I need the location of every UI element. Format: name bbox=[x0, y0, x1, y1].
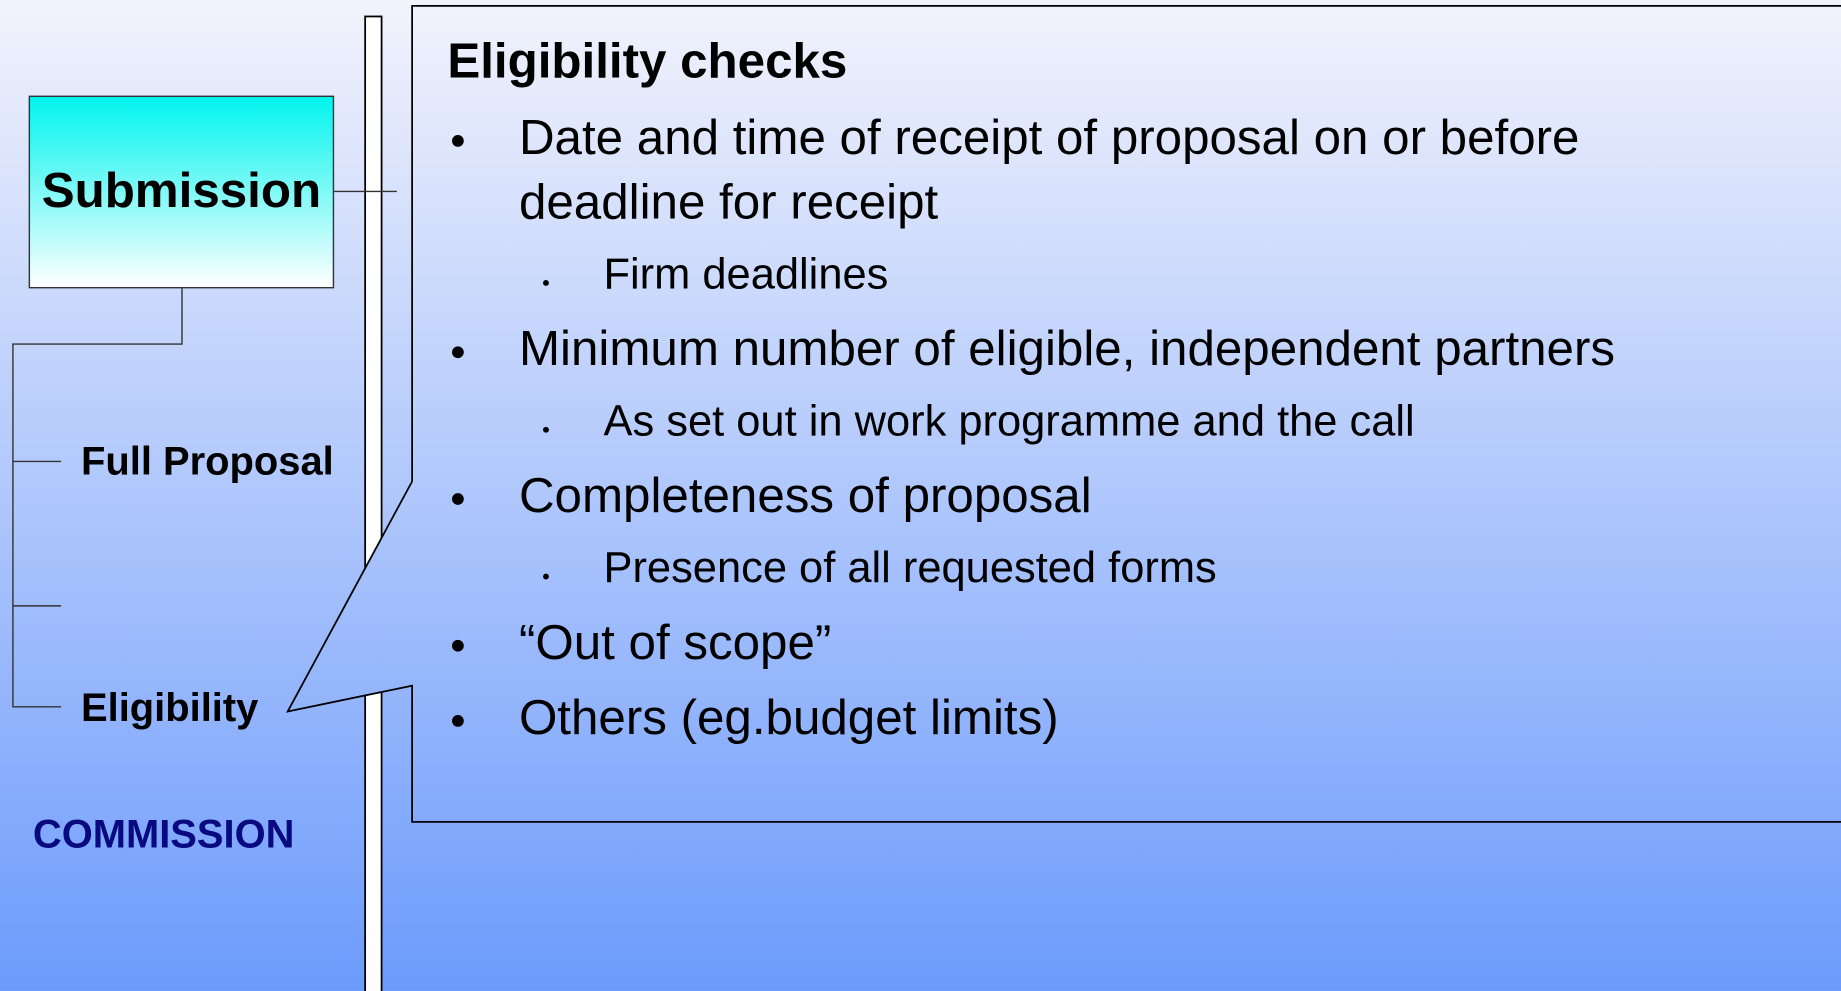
bullet-dot bbox=[452, 493, 464, 505]
bullet-text: “Out of scope” bbox=[519, 615, 831, 670]
callout-title: Eligibility checks bbox=[447, 34, 847, 89]
sub-bullet-dot bbox=[543, 573, 549, 580]
sub-bullet-text: Firm deadlines bbox=[603, 251, 888, 299]
bullet-text: Date and time of receipt of proposal on … bbox=[519, 110, 1580, 230]
bullet-list: Date and time of receipt of proposal on … bbox=[452, 110, 1615, 745]
node-label: Full Proposal bbox=[81, 439, 334, 483]
sub-bullet-dot bbox=[543, 280, 549, 286]
bullet-text: Completeness of proposal bbox=[519, 468, 1092, 523]
bullet-dot bbox=[452, 715, 464, 727]
bullet-dot bbox=[452, 639, 464, 652]
sub-bullet-text: As set out in work programme and the cal… bbox=[603, 397, 1414, 445]
submission-box bbox=[28, 95, 335, 289]
callout bbox=[285, 5, 1841, 823]
node-label: Submission bbox=[42, 163, 321, 218]
sub-bullet-text: Presence of all requested forms bbox=[603, 544, 1216, 592]
bullet-dot bbox=[452, 346, 464, 359]
sub-bullet-dot bbox=[543, 426, 549, 433]
connectors bbox=[12, 190, 397, 708]
node-label: Eligibility bbox=[81, 686, 258, 730]
bullet-dot bbox=[452, 135, 464, 147]
footer-label: COMMISSION bbox=[33, 813, 295, 857]
bullet-text: Others (eg.budget limits) bbox=[519, 690, 1059, 745]
vertical-bar bbox=[364, 15, 383, 991]
bullet-text: Minimum number of eligible, independent … bbox=[519, 321, 1615, 376]
